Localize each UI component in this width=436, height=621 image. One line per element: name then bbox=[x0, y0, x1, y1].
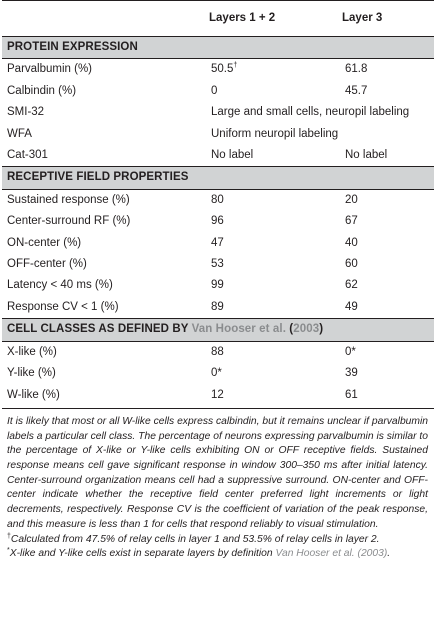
table-row: ON-center (%) 47 40 bbox=[2, 233, 434, 254]
row-label: Calbindin (%) bbox=[7, 84, 77, 97]
section-title-text: CELL CLASSES AS DEFINED BY bbox=[7, 323, 189, 336]
row-label: Center-surround RF (%) bbox=[7, 215, 131, 228]
header-label-column bbox=[2, 1, 206, 37]
row-label: SMI-32 bbox=[7, 106, 45, 119]
row-label: Y-like (%) bbox=[7, 367, 56, 380]
section-title: RECEPTIVE FIELD PROPERTIES bbox=[2, 166, 434, 190]
row-label: Parvalbumin (%) bbox=[7, 63, 92, 76]
section-title: PROTEIN EXPRESSION bbox=[2, 35, 434, 60]
row-label: X-like (%) bbox=[7, 345, 57, 358]
table-row: Cat-301 No label No label bbox=[2, 145, 434, 167]
row-value-layer-3: No label bbox=[345, 149, 388, 162]
section-header-row: RECEPTIVE FIELD PROPERTIES bbox=[2, 166, 434, 190]
table-row: Parvalbumin (%) 50.5† 61.8 bbox=[2, 59, 434, 81]
row-value-layers-1-2: 47 bbox=[206, 233, 340, 254]
row-value-layers-1-2: 99 bbox=[206, 275, 340, 296]
table-row: Calbindin (%) 0 45.7 bbox=[2, 81, 434, 102]
row-value-layers-1-2: 80 bbox=[206, 189, 340, 211]
section-header-row: PROTEIN EXPRESSION bbox=[2, 35, 434, 60]
row-value-layer-3: 39 bbox=[345, 367, 358, 380]
row-value-layers-1-2-text: 89 bbox=[211, 300, 224, 313]
section-title-paren-close: ) bbox=[319, 323, 324, 336]
table-row: Latency < 40 ms (%) 99 62 bbox=[2, 275, 434, 296]
row-value-layer-3: 20 bbox=[345, 193, 358, 206]
footnote-star-symbol: * bbox=[7, 547, 10, 555]
footnote-star-reference-link[interactable]: Van Hooser et al. (2003) bbox=[275, 548, 388, 560]
row-value-layers-1-2-text: 99 bbox=[211, 279, 224, 292]
row-value-layers-1-2: 96 bbox=[206, 211, 340, 232]
table-row: Response CV < 1 (%) 89 49 bbox=[2, 297, 434, 319]
table-row: OFF-center (%) 53 60 bbox=[2, 254, 434, 275]
footnote-star: *X-like and Y-like cells exist in separa… bbox=[7, 547, 428, 562]
section-title-text: PROTEIN EXPRESSION bbox=[7, 41, 138, 53]
row-label: Cat-301 bbox=[7, 149, 48, 162]
row-label: Latency < 40 ms (%) bbox=[7, 279, 113, 292]
row-label: OFF-center (%) bbox=[7, 258, 87, 271]
row-value-layers-1-2: 12 bbox=[206, 385, 340, 406]
table-row: W-like (%) 12 61 bbox=[2, 385, 434, 406]
row-label: W-like (%) bbox=[7, 388, 60, 401]
row-value-layers-1-2-text: 96 bbox=[211, 215, 224, 228]
table-row: X-like (%) 88 0* bbox=[2, 341, 434, 363]
data-table: Layers 1 + 2 Layer 3 PROTEIN EXPRESSION P… bbox=[2, 0, 434, 406]
row-value-layers-1-2: 0 bbox=[206, 81, 340, 102]
row-label: ON-center (%) bbox=[7, 236, 82, 249]
header-layer-3: Layer 3 bbox=[342, 12, 383, 24]
row-label: Sustained response (%) bbox=[7, 193, 130, 206]
row-value-layer-3: 0* bbox=[345, 345, 356, 358]
notes-main: It is likely that most or all W-like cel… bbox=[7, 415, 428, 530]
header-layers-1-2: Layers 1 + 2 bbox=[209, 12, 276, 24]
table-row: Y-like (%) 0* 39 bbox=[2, 363, 434, 384]
section-title-year-link[interactable]: 2003 bbox=[293, 323, 320, 336]
row-value-layers-1-2-text: 50.5 bbox=[211, 63, 234, 76]
table-row: WFA Uniform neuropil labeling bbox=[2, 124, 434, 145]
row-value-layers-1-2-text: 0* bbox=[211, 367, 222, 380]
row-value-layer-3: 61.8 bbox=[345, 63, 368, 76]
section-header-row: CELL CLASSES AS DEFINED BY Van Hooser et… bbox=[2, 318, 434, 342]
row-value-layers-1-2: 88 bbox=[206, 341, 340, 363]
row-value-layer-3: 60 bbox=[345, 258, 358, 271]
row-value-layer-3: 61 bbox=[345, 388, 358, 401]
footnote-star-text: X-like and Y-like cells exist in separat… bbox=[9, 548, 276, 560]
footnote-dagger: †Calculated from 47.5% of relay cells in… bbox=[7, 533, 428, 548]
footnote-star-end: . bbox=[387, 548, 391, 560]
section-title-reference-link[interactable]: Van Hooser et al. bbox=[191, 323, 286, 336]
row-value-layer-3: 40 bbox=[345, 236, 358, 249]
footnote-dagger-text: Calculated from 47.5% of relay cells in … bbox=[10, 533, 380, 545]
row-value-layers-1-2-text: 88 bbox=[211, 345, 224, 358]
table-container: Layers 1 + 2 Layer 3 PROTEIN EXPRESSION P… bbox=[2, 0, 434, 562]
row-value-layers-1-2: 53 bbox=[206, 254, 340, 275]
row-value-spanning: Uniform neuropil labeling bbox=[211, 127, 339, 140]
row-value-layers-1-2: 89 bbox=[206, 297, 340, 319]
table-row: Center-surround RF (%) 96 67 bbox=[2, 211, 434, 232]
row-value-layers-1-2: No label bbox=[206, 145, 340, 167]
header-row: Layers 1 + 2 Layer 3 bbox=[2, 0, 434, 37]
row-value-layers-1-2-text: 53 bbox=[211, 258, 224, 271]
row-value-spanning: Large and small cells, neuropil labeling bbox=[211, 106, 410, 119]
table-row: Sustained response (%) 80 20 bbox=[2, 189, 434, 211]
row-value-layers-1-2-text: 80 bbox=[211, 193, 224, 206]
row-value-layers-1-2-text: 12 bbox=[211, 388, 224, 401]
table-body: PROTEIN EXPRESSION Parvalbumin (%) 50.5† 61… bbox=[2, 35, 434, 406]
row-value-layers-1-2: 0* bbox=[206, 363, 340, 384]
row-value-layers-1-2-text: No label bbox=[211, 149, 254, 162]
table-row: SMI-32 Large and small cells, neuropil la… bbox=[2, 102, 434, 123]
section-title-text: RECEPTIVE FIELD PROPERTIES bbox=[7, 171, 189, 184]
row-label: Response CV < 1 (%) bbox=[7, 300, 119, 313]
footnote-dagger-symbol: † bbox=[7, 532, 11, 540]
row-value-layer-3: 45.7 bbox=[345, 84, 368, 97]
row-value-layers-1-2: 50.5† bbox=[206, 59, 340, 81]
row-value-layer-3: 49 bbox=[345, 300, 358, 313]
row-value-layer-3: 67 bbox=[345, 215, 358, 228]
row-value-layer-3: 62 bbox=[345, 279, 358, 292]
row-value-layers-1-2-text: 47 bbox=[211, 236, 224, 249]
section-title-paren-open: ( bbox=[285, 323, 294, 336]
section-title: CELL CLASSES AS DEFINED BY Van Hooser et… bbox=[2, 318, 434, 342]
row-label: WFA bbox=[7, 127, 32, 140]
table-notes: It is likely that most or all W-like cel… bbox=[2, 407, 434, 562]
row-value-layers-1-2-text: 0 bbox=[211, 84, 218, 97]
row-value-footnote-mark: † bbox=[233, 62, 238, 70]
